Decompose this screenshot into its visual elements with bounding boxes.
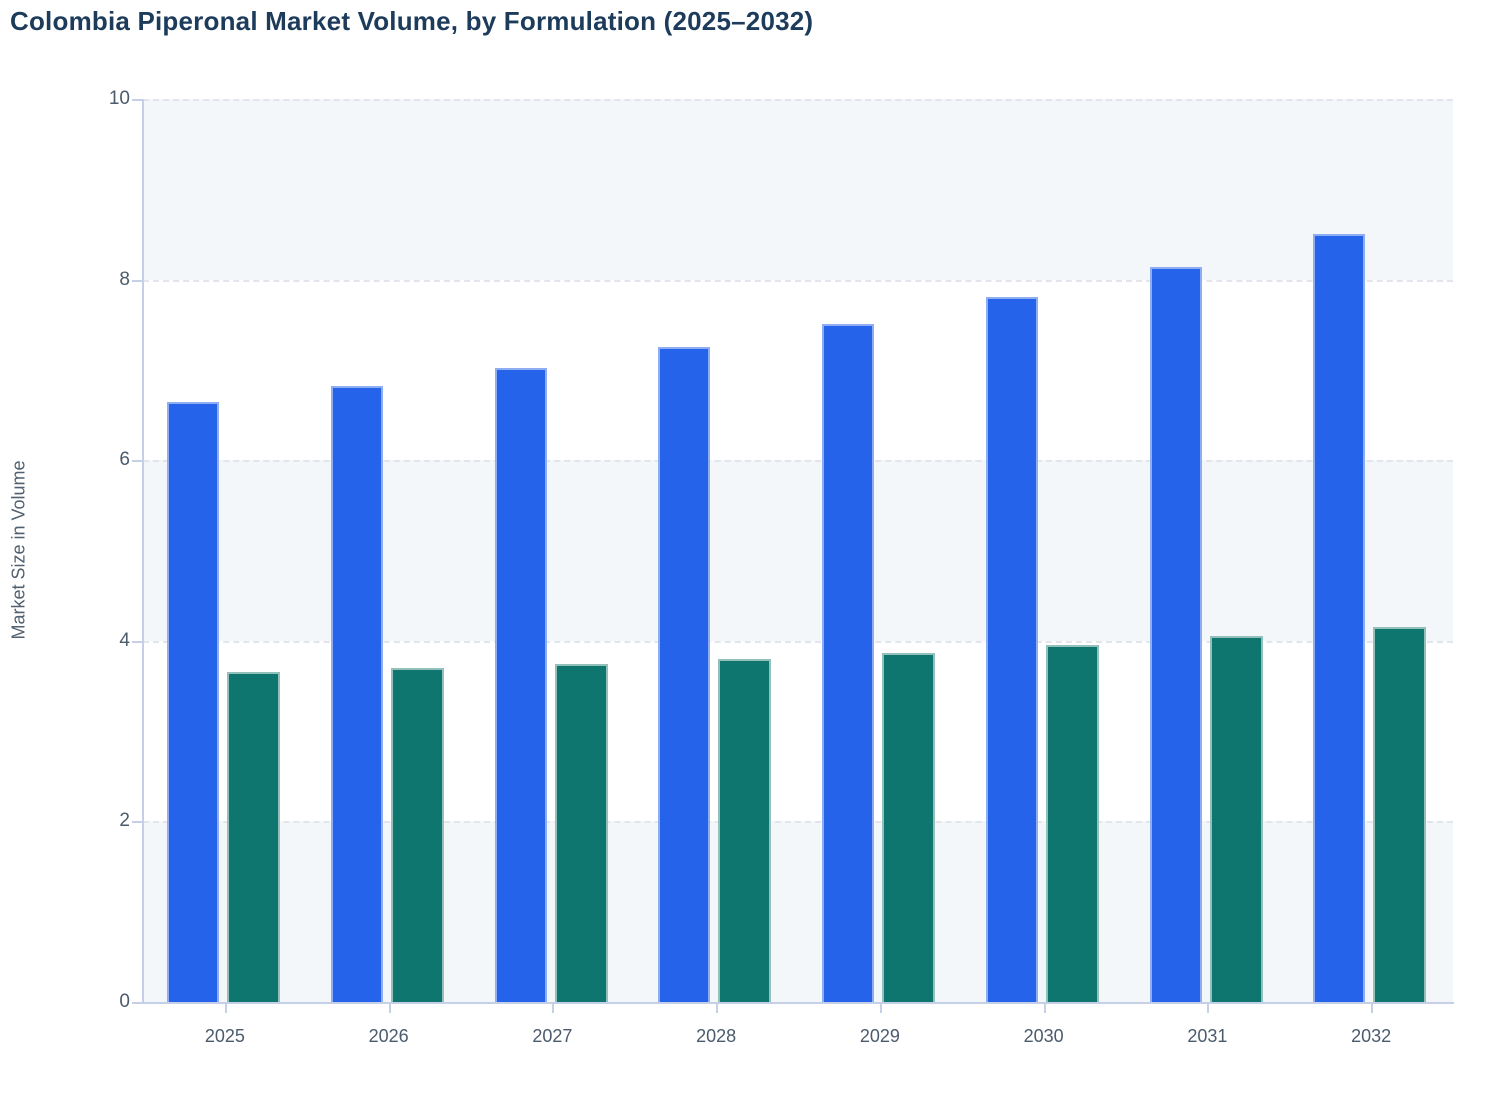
gridline	[143, 99, 1453, 101]
chart-title: Colombia Piperonal Market Volume, by For…	[10, 6, 814, 36]
bar-series-blue	[822, 323, 874, 1002]
gridline	[143, 460, 1453, 463]
x-axis-tick-mark	[1043, 1004, 1046, 1013]
x-axis-tick-mark	[716, 1004, 719, 1013]
bar-series-blue	[494, 368, 547, 1002]
x-axis-tick-label: 2029	[859, 1026, 900, 1046]
x-axis-tick-label: 2028	[696, 1026, 737, 1046]
x-axis-tick-label: 2031	[1187, 1026, 1228, 1046]
y-axis-tick-mark	[132, 279, 142, 282]
gridline	[143, 821, 1453, 824]
bar-series-teal	[1373, 627, 1427, 1002]
y-axis-tick-mark	[132, 460, 142, 463]
y-axis-tick-mark	[132, 1002, 142, 1004]
y-axis-tick-mark	[132, 99, 142, 101]
gridline	[143, 640, 1453, 643]
bar-series-blue	[1149, 266, 1202, 1002]
x-axis-tick-label: 2030	[1023, 1026, 1064, 1046]
x-axis-tick-label: 2032	[1351, 1026, 1392, 1046]
x-axis-tick-mark	[879, 1004, 882, 1013]
bar-series-teal	[1209, 636, 1263, 1002]
bar-series-blue	[1313, 234, 1366, 1002]
x-axis-line	[142, 1002, 1454, 1004]
y-axis-tick-mark	[132, 821, 142, 824]
x-axis-tick-mark	[552, 1004, 555, 1013]
y-axis-tick-label: 4	[119, 629, 130, 651]
bar-series-blue	[167, 402, 219, 1002]
y-axis-tick-label: 2	[119, 810, 130, 832]
x-axis-tick-mark	[388, 1004, 391, 1013]
bar-series-blue	[658, 347, 711, 1002]
x-axis-tick-mark	[224, 1004, 227, 1013]
bar-series-teal	[718, 658, 772, 1002]
bar-series-teal	[227, 672, 280, 1002]
y-axis-line	[142, 99, 144, 1004]
bar-series-blue	[330, 386, 383, 1002]
y-axis-tick-mark	[132, 640, 142, 643]
x-axis-tick-label: 2026	[368, 1026, 409, 1046]
y-axis-title: Market Size in Volume	[8, 460, 29, 640]
x-axis-tick-mark	[1207, 1004, 1210, 1013]
bar-series-blue	[985, 296, 1038, 1002]
bar-series-teal	[390, 667, 444, 1002]
y-axis-tick-label: 10	[108, 88, 130, 109]
y-axis-tick-label: 0	[119, 991, 130, 1012]
x-axis-tick-label: 2025	[204, 1026, 245, 1046]
plot-area	[143, 99, 1453, 1002]
y-axis-tick-label: 6	[119, 449, 130, 471]
bar-series-teal	[882, 652, 935, 1002]
x-axis-tick-label: 2027	[532, 1026, 573, 1046]
bar-series-teal	[554, 664, 608, 1002]
plot-band	[143, 99, 1453, 280]
x-axis-tick-mark	[1371, 1004, 1374, 1013]
bar-series-teal	[1045, 645, 1099, 1002]
gridline	[143, 279, 1453, 282]
y-axis-tick-label: 8	[119, 268, 130, 290]
